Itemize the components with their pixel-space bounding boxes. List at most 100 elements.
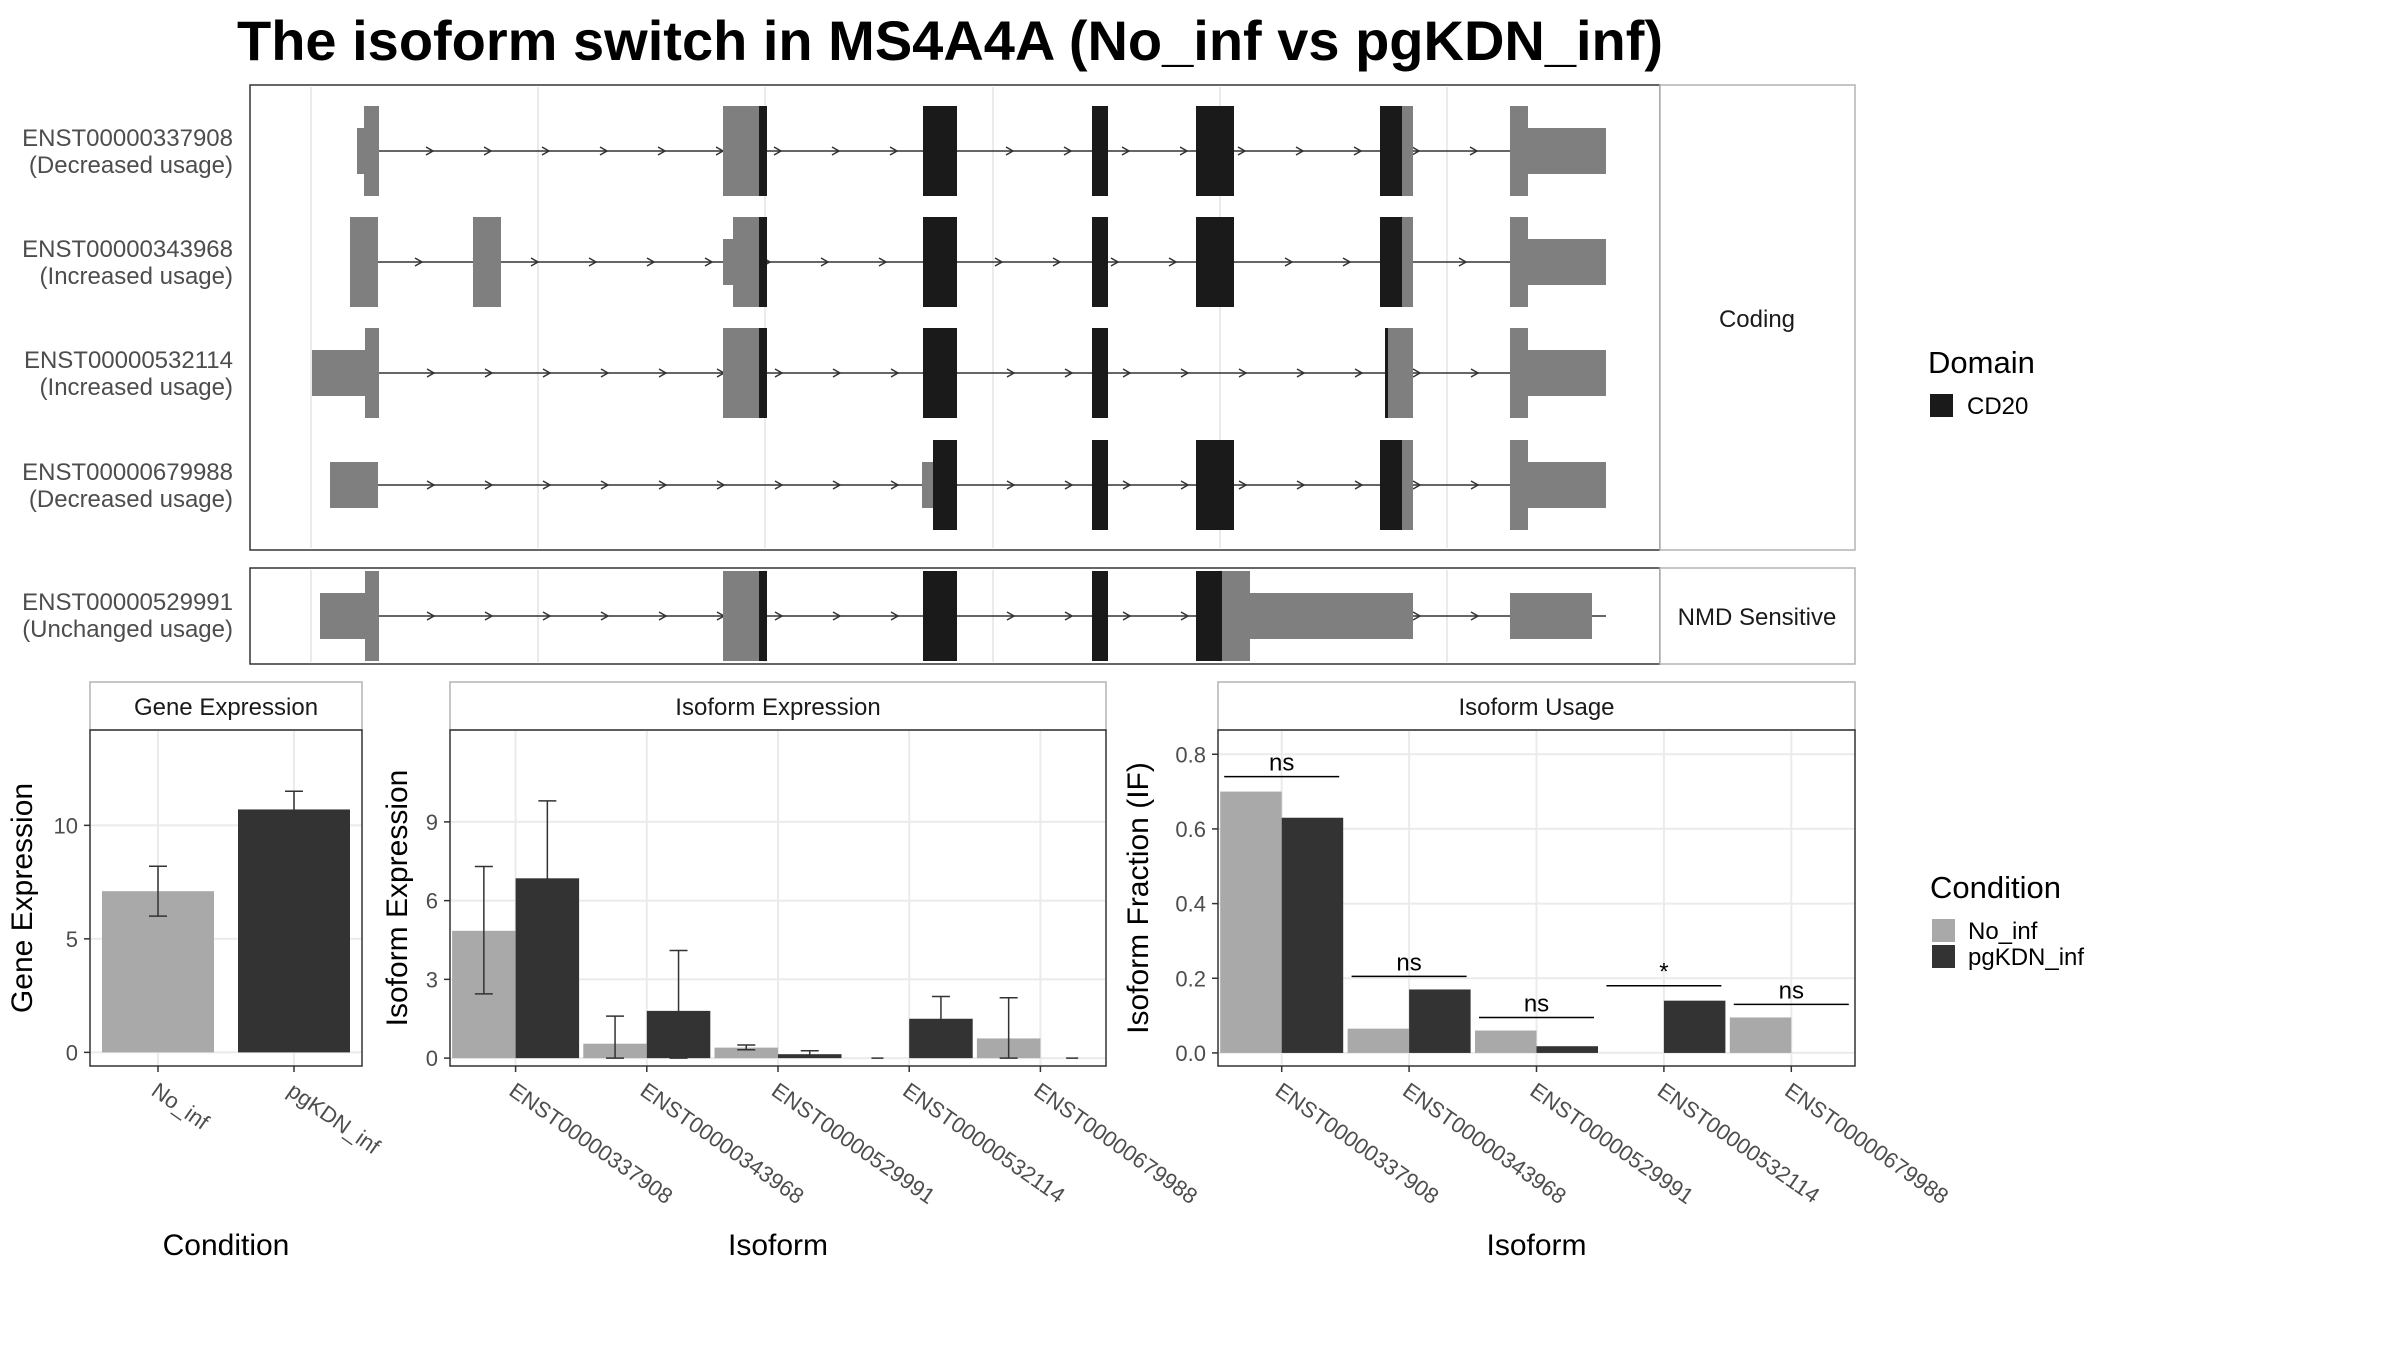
coding-exon [1402, 217, 1413, 307]
intron-direction-arrow [820, 257, 830, 267]
intron-direction-arrow [1179, 146, 1189, 156]
utr-exon [922, 462, 933, 508]
legend-label-pgkdn-inf: pgKDN_inf [1968, 944, 2084, 971]
coding-exon [1222, 571, 1250, 661]
coding-exon [723, 328, 759, 418]
cd20-domain-exon [1380, 106, 1402, 196]
y-axis-title: Isoform Expression [381, 770, 414, 1027]
transcript-usage-5: (Unchanged usage) [22, 616, 233, 643]
intron-direction-arrow [832, 480, 842, 490]
intron-direction-arrow [1470, 480, 1480, 490]
bar-enst00000343968-pgkdn_inf [1409, 989, 1471, 1053]
intron-direction-arrow [1238, 368, 1248, 378]
intron-direction-arrow [658, 480, 668, 490]
domain-legend-title: Domain [1928, 345, 2035, 380]
bar-enst00000679988-no_inf [1729, 1017, 1792, 1053]
x-axis-title: Condition [163, 1229, 290, 1262]
coding-strip [1659, 84, 1856, 551]
transcript-label-2: ENST00000343968 [22, 236, 233, 263]
isoform-expression-chart: Isoform Expression0369ENST00000337908ENS… [381, 681, 1202, 1262]
intron-direction-arrow [1470, 368, 1480, 378]
nmd-strip-label: NMD Sensitive [1678, 604, 1837, 631]
transcript-usage-3: (Increased usage) [40, 374, 233, 401]
utr-exon [1250, 593, 1413, 639]
cd20-domain-exon [1092, 571, 1108, 661]
bar-enst00000343968-no_inf [1347, 1028, 1410, 1053]
transcript-structure-panel: Coding NMD Sensitive ENST00000337908 (De… [22, 84, 1856, 665]
intron-direction-arrow [1064, 611, 1074, 621]
coding-strip-label: Coding [1719, 306, 1795, 333]
coding-exon [723, 106, 759, 196]
intron-direction-arrow [483, 146, 493, 156]
intron-direction-arrow [832, 368, 842, 378]
significance-label: ns [1779, 977, 1804, 1004]
intron-direction-arrow [658, 368, 668, 378]
transcript-usage-1: (Decreased usage) [29, 152, 233, 179]
intron-direction-arrow [1006, 611, 1016, 621]
significance-label: ns [1396, 949, 1421, 976]
utr-exon [320, 593, 365, 639]
bar-enst00000337908-pgkdn_inf [1281, 817, 1344, 1053]
transcript-model-3 [312, 328, 1606, 418]
cd20-domain-exon [1092, 440, 1108, 530]
intron-direction-arrow [878, 257, 888, 267]
cd20-domain-exon [1092, 106, 1108, 196]
bar-enst00000337908-no_inf [1220, 791, 1282, 1053]
transcript-labels: ENST00000337908 (Decreased usage) ENST00… [22, 125, 233, 643]
intron-direction-arrow [889, 146, 899, 156]
coding-exon [1388, 328, 1413, 418]
intron-direction-arrow [1469, 146, 1479, 156]
intron-direction-arrow [600, 368, 610, 378]
x-axis-title: Isoform [728, 1229, 828, 1262]
intron-direction-arrow [716, 480, 726, 490]
intron-direction-arrow [1342, 257, 1352, 267]
cd20-domain-exon [759, 571, 767, 661]
intron-direction-arrow [1064, 368, 1074, 378]
bar-enst00000532114-pgkdn_inf [1663, 1000, 1726, 1053]
transcript-model-2 [350, 217, 1606, 307]
utr-exon [1528, 239, 1606, 285]
intron-direction-arrow [773, 146, 783, 156]
transcript-rows [312, 106, 1606, 661]
bar-enst00000529991-pgkdn_inf [1536, 1046, 1598, 1053]
intron-direction-arrow [774, 368, 784, 378]
condition-legend-title: Condition [1930, 870, 2061, 905]
domain-legend: Domain CD20 [1928, 345, 2035, 420]
coding-exon [723, 571, 759, 661]
intron-direction-arrow [1122, 368, 1132, 378]
nmd-strip [1659, 567, 1856, 665]
legend-label-cd20: CD20 [1967, 393, 2028, 420]
intron-direction-arrow [1296, 480, 1306, 490]
panel-frame [89, 729, 363, 1067]
y-tick-label: 0.6 [1175, 817, 1206, 842]
intron-direction-arrow [588, 257, 598, 267]
y-tick-label: 6 [426, 889, 438, 914]
cd20-domain-exon [1196, 106, 1234, 196]
significance-label: ns [1269, 750, 1294, 777]
cd20-domain-exon [1092, 217, 1108, 307]
intron-direction-arrow [1412, 480, 1422, 490]
cd20-domain-exon [1196, 440, 1234, 530]
intron-direction-arrow [1295, 146, 1305, 156]
x-tick-label: pgKDN_inf [283, 1078, 385, 1160]
intron-direction-arrow [657, 146, 667, 156]
cd20-domain-exon [759, 328, 767, 418]
significance-label: * [1659, 959, 1668, 986]
transcript-model-4 [330, 440, 1606, 530]
cd20-domain-exon [1196, 217, 1234, 307]
intron-direction-arrow [1005, 146, 1015, 156]
intron-direction-arrow [1411, 146, 1421, 156]
intron-direction-arrow [1412, 611, 1422, 621]
cd20-domain-exon [759, 106, 767, 196]
y-tick-label: 0.2 [1175, 966, 1206, 991]
intron-direction-arrow [484, 480, 494, 490]
coding-exon [1510, 440, 1528, 530]
intron-direction-arrow [832, 611, 842, 621]
utr-exon [723, 239, 733, 285]
intron-direction-arrow [1064, 480, 1074, 490]
y-tick-label: 5 [66, 927, 78, 952]
intron-direction-arrow [1006, 368, 1016, 378]
bar-no_inf [102, 891, 214, 1053]
utr-exon [1528, 462, 1606, 508]
